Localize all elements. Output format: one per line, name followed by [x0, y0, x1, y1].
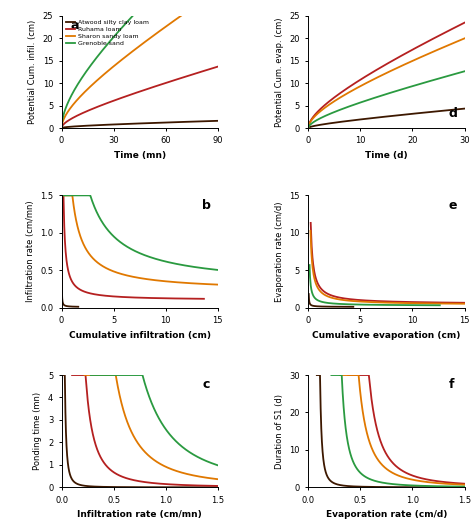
Ruhama loam: [176, 75, 182, 82]
Text: e: e: [449, 199, 457, 212]
Text: a: a: [71, 19, 80, 32]
Atwood silty clay loam: [215, 118, 220, 124]
Line: Grenoble sand: Grenoble sand: [62, 0, 218, 128]
Ruhama loam: [129, 91, 135, 97]
X-axis label: Time (mn): Time (mn): [114, 151, 166, 160]
Sharon sandy loam: [176, 14, 182, 20]
Line: Ruhama loam: Ruhama loam: [62, 67, 218, 128]
Y-axis label: Potential Cum. infil. (cm): Potential Cum. infil. (cm): [28, 20, 37, 124]
Atwood silty clay loam: [129, 121, 135, 127]
Grenoble sand: [129, 13, 135, 19]
Y-axis label: Potential Cum. evap. (cm): Potential Cum. evap. (cm): [275, 17, 284, 127]
Sharon sandy loam: [151, 32, 156, 39]
Text: d: d: [449, 107, 458, 120]
Text: c: c: [202, 378, 210, 391]
Text: b: b: [202, 199, 211, 212]
Y-axis label: Ponding time (mn): Ponding time (mn): [33, 392, 42, 470]
Grenoble sand: [86, 64, 92, 70]
Y-axis label: Evaporation rate (cm/d): Evaporation rate (cm/d): [275, 201, 284, 302]
Atwood silty clay loam: [163, 119, 169, 126]
Y-axis label: Infiltration rate (cm/mn): Infiltration rate (cm/mn): [26, 201, 35, 302]
Sharon sandy loam: [86, 84, 92, 91]
X-axis label: Time (d): Time (d): [365, 151, 408, 160]
Y-axis label: Duration of S1 (d): Duration of S1 (d): [275, 394, 284, 468]
Atwood silty clay loam: [151, 120, 156, 126]
X-axis label: Evaporation rate (cm/d): Evaporation rate (cm/d): [326, 510, 447, 519]
Grenoble sand: [59, 125, 64, 131]
Line: Atwood silty clay loam: Atwood silty clay loam: [62, 121, 218, 128]
X-axis label: Infiltration rate (cm/mn): Infiltration rate (cm/mn): [77, 510, 202, 519]
Ruhama loam: [151, 84, 156, 90]
Ruhama loam: [163, 80, 169, 86]
Sharon sandy loam: [99, 73, 105, 80]
Sharon sandy loam: [163, 24, 169, 30]
Atwood silty clay loam: [176, 119, 182, 125]
Sharon sandy loam: [59, 125, 64, 131]
Sharon sandy loam: [129, 48, 135, 54]
X-axis label: Cumulative infiltration (cm): Cumulative infiltration (cm): [69, 331, 211, 340]
Grenoble sand: [99, 48, 105, 54]
Ruhama loam: [99, 102, 105, 108]
Ruhama loam: [215, 63, 220, 70]
Line: Sharon sandy loam: Sharon sandy loam: [62, 0, 218, 128]
Text: f: f: [449, 378, 455, 391]
Atwood silty clay loam: [99, 122, 105, 128]
Atwood silty clay loam: [86, 123, 92, 129]
Legend: Atwood silty clay loam, Ruhama loam, Sharon sandy loam, Grenoble sand: Atwood silty clay loam, Ruhama loam, Sha…: [65, 19, 150, 48]
X-axis label: Cumulative evaporation (cm): Cumulative evaporation (cm): [312, 331, 461, 340]
Ruhama loam: [59, 125, 64, 131]
Ruhama loam: [86, 107, 92, 113]
Atwood silty clay loam: [59, 125, 64, 131]
